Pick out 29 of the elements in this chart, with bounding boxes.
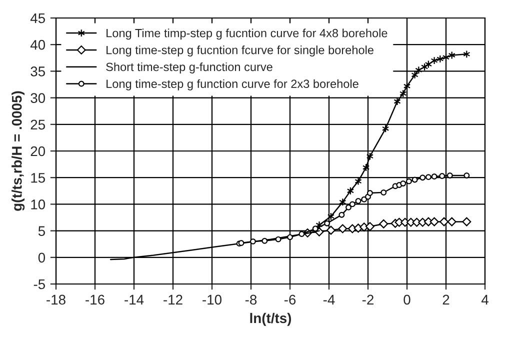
y-tick-label: -5 xyxy=(34,279,45,290)
x-tick-label: -8 xyxy=(245,294,257,305)
y-tick-label: 35 xyxy=(30,66,46,76)
legend-label: Long time-step g fucntion fcurve for single borehole xyxy=(106,46,374,57)
x-tick-label: -10 xyxy=(202,294,222,305)
y-tick-label: 0 xyxy=(38,252,46,263)
y-tick-label: 30 xyxy=(30,93,46,103)
x-tick-label: -18 xyxy=(46,294,66,305)
y-tick-label: 20 xyxy=(30,146,46,156)
legend-label: Short time-step g-function curve xyxy=(106,62,272,74)
y-tick-label: 40 xyxy=(30,40,46,50)
y-tick-label: 10 xyxy=(31,200,46,210)
x-tick-label: -12 xyxy=(164,294,182,304)
x-axis-title: ln(t/ts) xyxy=(250,312,292,326)
x-tick-label: -4 xyxy=(323,294,335,304)
x-tick-label: -2 xyxy=(362,294,374,304)
legend-label: Long Time timp-step g fucntion curve for 4x8 borehole xyxy=(106,28,388,40)
x-tick-label: 4 xyxy=(481,294,488,304)
x-tick-label: 2 xyxy=(442,294,450,304)
x-tick-label: -14 xyxy=(124,294,144,304)
y-tick-label: 45 xyxy=(30,13,46,24)
y-tick-label: 5 xyxy=(38,226,45,236)
x-tick-label: -16 xyxy=(86,294,104,305)
y-tick-label: 15 xyxy=(31,173,46,183)
x-tick-label: 0 xyxy=(404,294,410,305)
y-tick-label: 25 xyxy=(30,120,46,130)
legend-label: Long time-step g function curve for 2x3 borehole xyxy=(106,79,358,90)
x-tick-label: -6 xyxy=(284,294,296,305)
y-axis-title: g(t/ts,rb/H = .0005) xyxy=(12,91,25,211)
